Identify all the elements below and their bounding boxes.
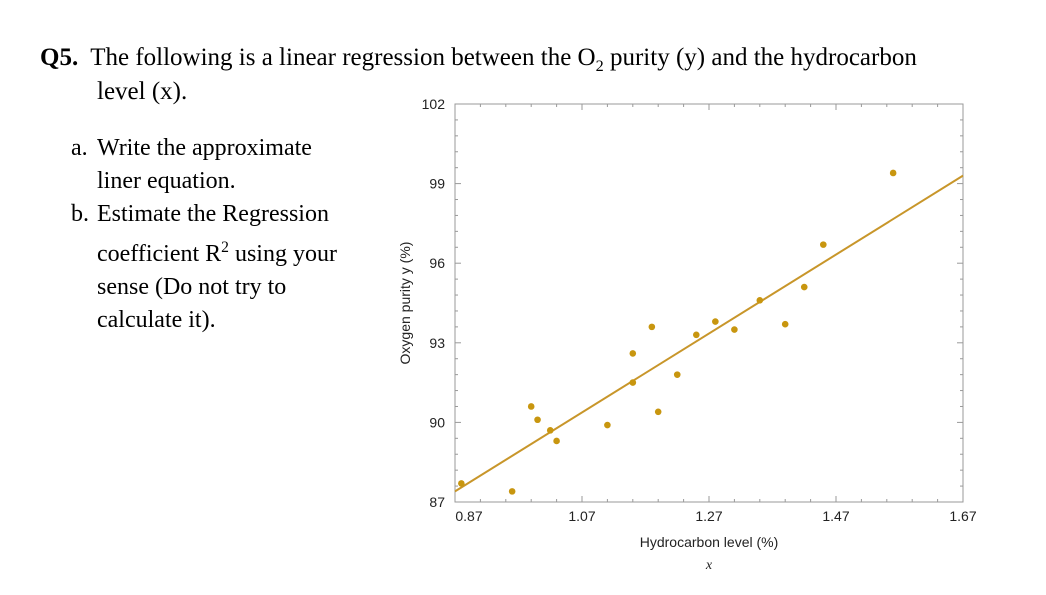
question-line-2: level (x). [97,78,188,105]
x-tick-group: 0.87 1.07 1.27 1.47 1.67 [454,104,977,524]
question-text-post: purity (y) and the hydrocarbon [603,44,917,71]
item-a-line-2: liner equation. [97,168,236,194]
data-point [781,320,789,328]
item-b-marker: b. [71,201,89,227]
data-point [629,350,637,357]
item-b-line-3: sense (Do not try to [97,274,287,300]
data-point [604,421,611,429]
item-a: a. Write the approximate liner equation. [71,132,312,198]
data-points [458,169,897,495]
x-tick-label: 1.27 [695,508,722,524]
x-axis-label: Hydrocarbon level (%) [640,534,779,550]
y-tick-label: 90 [429,414,445,430]
data-point [654,408,662,416]
data-point [534,416,541,424]
item-a-marker: a. [71,135,88,161]
question-line-1: Q5. The following is a linear regression … [40,44,917,76]
x-tick-label: 1.07 [568,508,595,524]
x-tick-label: 0.87 [455,508,482,524]
data-point [508,488,516,495]
question-subscript: 2 [595,57,604,75]
question-number: Q5. [40,44,79,71]
data-point [731,326,738,333]
y-tick-group: 87 90 93 96 99 102 [422,96,963,510]
item-a-line-1: Write the approximate [97,135,312,161]
data-point [712,318,719,325]
item-b-line-2-post: using your [228,241,337,267]
data-point [527,403,535,410]
item-b-line-2: coefficient R2 using your [97,231,337,271]
x-tick-label: 1.47 [822,508,849,524]
data-point [673,371,681,378]
x-axis-symbol: x [705,558,713,573]
y-tick-label: 102 [422,96,446,112]
data-point [546,427,554,434]
plot-frame [454,103,964,503]
data-point [693,331,700,339]
item-b-line-1: Estimate the Regression [97,201,329,227]
x-tick-label: 1.67 [949,508,976,524]
data-point [553,437,560,445]
y-tick-label: 96 [429,255,445,271]
data-point [458,480,465,487]
item-b-line-4: calculate it). [97,307,216,333]
y-tick-label: 93 [429,335,445,351]
item-b: b. Estimate the Regression coefficient R… [71,198,337,337]
data-point [629,379,637,386]
item-b-superscript: 2 [221,239,229,256]
y-tick-label: 87 [429,494,445,510]
regression-line [454,174,964,493]
data-point [756,297,764,304]
data-point [889,169,897,177]
data-point [800,283,808,291]
y-axis-label: Oxygen purity y (%) [397,242,413,365]
y-tick-label: 99 [429,176,445,192]
question-text-pre: The following is a linear regression bet… [90,44,596,71]
item-b-line-2-pre: coefficient R [97,241,222,267]
data-point [820,241,827,248]
data-point [648,323,656,331]
